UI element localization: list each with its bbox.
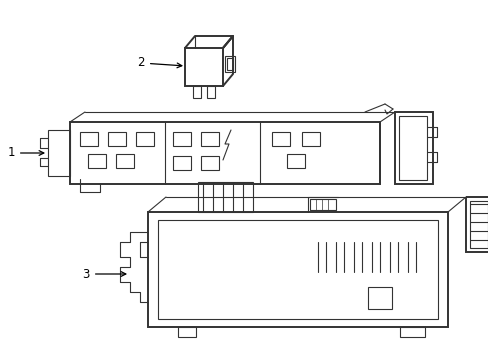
Bar — [70, 122, 379, 184]
Bar — [206, 86, 215, 98]
Bar — [394, 112, 432, 184]
Bar — [116, 154, 134, 168]
Bar — [173, 132, 191, 146]
Bar — [198, 182, 252, 212]
Text: 3: 3 — [82, 267, 125, 280]
Bar — [226, 58, 232, 70]
Text: 1: 1 — [7, 147, 44, 159]
Bar — [201, 156, 219, 170]
Bar — [302, 132, 319, 146]
Bar — [367, 287, 391, 309]
Bar — [80, 132, 98, 146]
Text: 2: 2 — [137, 57, 182, 69]
Bar — [158, 220, 437, 319]
Bar — [178, 327, 196, 337]
Bar — [173, 156, 191, 170]
Bar — [271, 132, 289, 146]
Bar — [193, 86, 201, 98]
Bar — [309, 199, 335, 210]
Bar — [88, 154, 106, 168]
Bar — [224, 56, 235, 72]
Bar — [286, 154, 305, 168]
Bar — [108, 132, 126, 146]
Bar — [148, 212, 447, 327]
Bar — [465, 197, 488, 252]
Bar — [398, 116, 426, 180]
Bar — [48, 130, 70, 176]
Bar — [184, 48, 223, 86]
Bar — [201, 132, 219, 146]
Bar — [399, 327, 424, 337]
Bar — [469, 201, 487, 248]
Bar — [136, 132, 154, 146]
